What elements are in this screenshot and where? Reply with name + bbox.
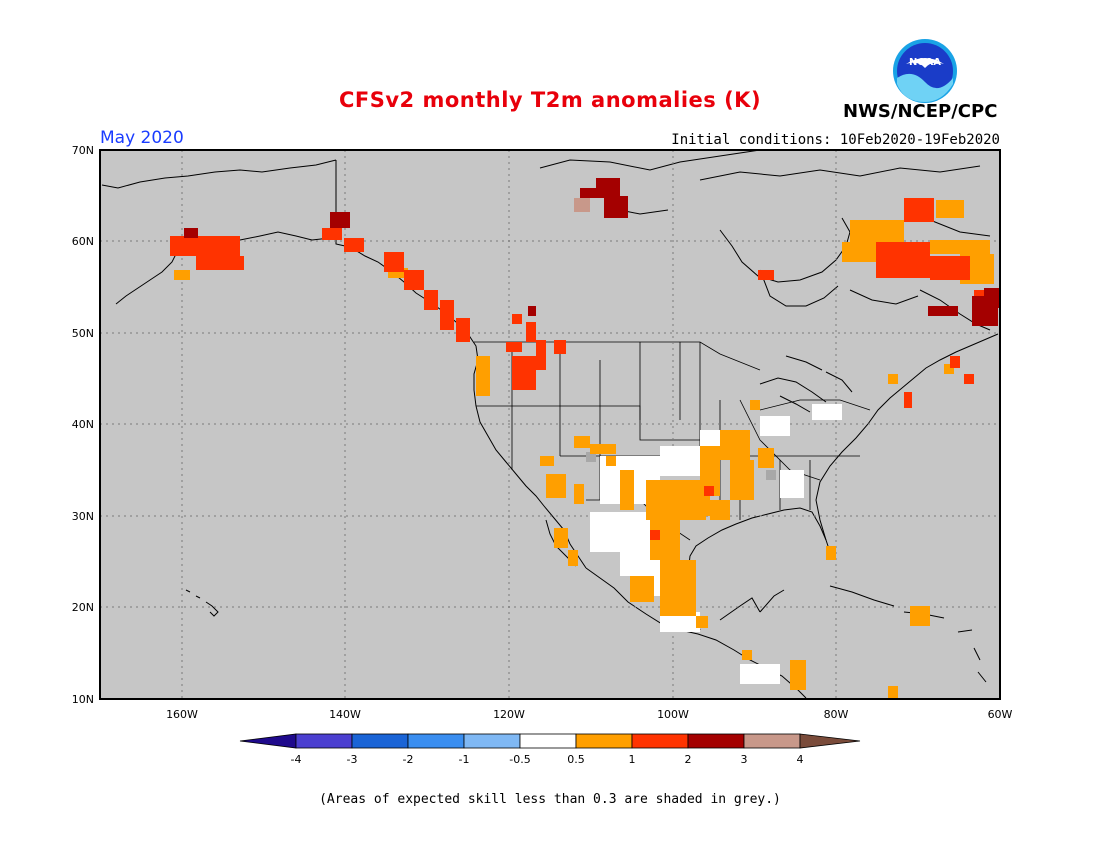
legend-swatch	[295, 733, 353, 749]
color-legend	[239, 733, 861, 749]
legend-label: -1	[459, 753, 470, 766]
legend-label: 1	[629, 753, 636, 766]
legend-swatch	[463, 733, 521, 749]
legend-swatch	[631, 733, 689, 749]
legend-swatch	[575, 733, 633, 749]
agency-label: NWS/NCEP/CPC	[843, 101, 998, 122]
anomaly-warm-cells	[174, 200, 994, 698]
lat-label: 40N	[72, 418, 94, 431]
latitude-labels: 70N 60N 50N 40N 30N 20N 10N	[72, 144, 94, 706]
lat-label: 30N	[72, 510, 94, 523]
legend-swatch	[351, 733, 409, 749]
legend-swatch-below	[239, 733, 297, 749]
legend-label: -2	[403, 753, 414, 766]
legend-swatch	[687, 733, 745, 749]
initial-conditions: Initial conditions: 10Feb2020-19Feb2020	[671, 132, 1000, 148]
skill-footnote: (Areas of expected skill less than 0.3 a…	[319, 792, 781, 807]
legend-swatch	[407, 733, 465, 749]
lon-label: 160W	[166, 708, 198, 721]
legend-label: 2	[685, 753, 692, 766]
lat-label: 10N	[72, 693, 94, 706]
anomaly-cells	[170, 178, 1000, 698]
legend-label: 3	[741, 753, 748, 766]
lon-label: 140W	[329, 708, 361, 721]
noaa-logo-text: NOAA	[909, 57, 941, 68]
graticule	[100, 150, 1000, 699]
legend-label: -0.5	[509, 753, 530, 766]
lat-label: 70N	[72, 144, 94, 157]
legend-labels: -4 -3 -2 -1 -0.5 0.5 1 2 3 4	[291, 753, 804, 766]
lat-label: 20N	[72, 601, 94, 614]
lon-label: 120W	[493, 708, 525, 721]
legend-label: -3	[347, 753, 358, 766]
lat-label: 50N	[72, 327, 94, 340]
lon-label: 60W	[988, 708, 1013, 721]
anomaly-very-hot-cells	[184, 178, 1000, 326]
lon-label: 100W	[657, 708, 689, 721]
noaa-logo: NOAA	[893, 39, 957, 103]
legend-label: 4	[797, 753, 804, 766]
legend-swatch	[743, 733, 801, 749]
legend-label: -4	[291, 753, 302, 766]
legend-swatch	[519, 733, 577, 749]
lon-label: 80W	[824, 708, 849, 721]
legend-label: 0.5	[567, 753, 585, 766]
longitude-labels: 160W 140W 120W 100W 80W 60W	[166, 708, 1012, 721]
lat-label: 60N	[72, 235, 94, 248]
anomaly-extreme-cells	[574, 198, 590, 212]
chart-title: CFSv2 monthly T2m anomalies (K)	[338, 88, 762, 112]
legend-swatch-above	[799, 733, 861, 749]
forecast-month: May 2020	[100, 128, 184, 148]
